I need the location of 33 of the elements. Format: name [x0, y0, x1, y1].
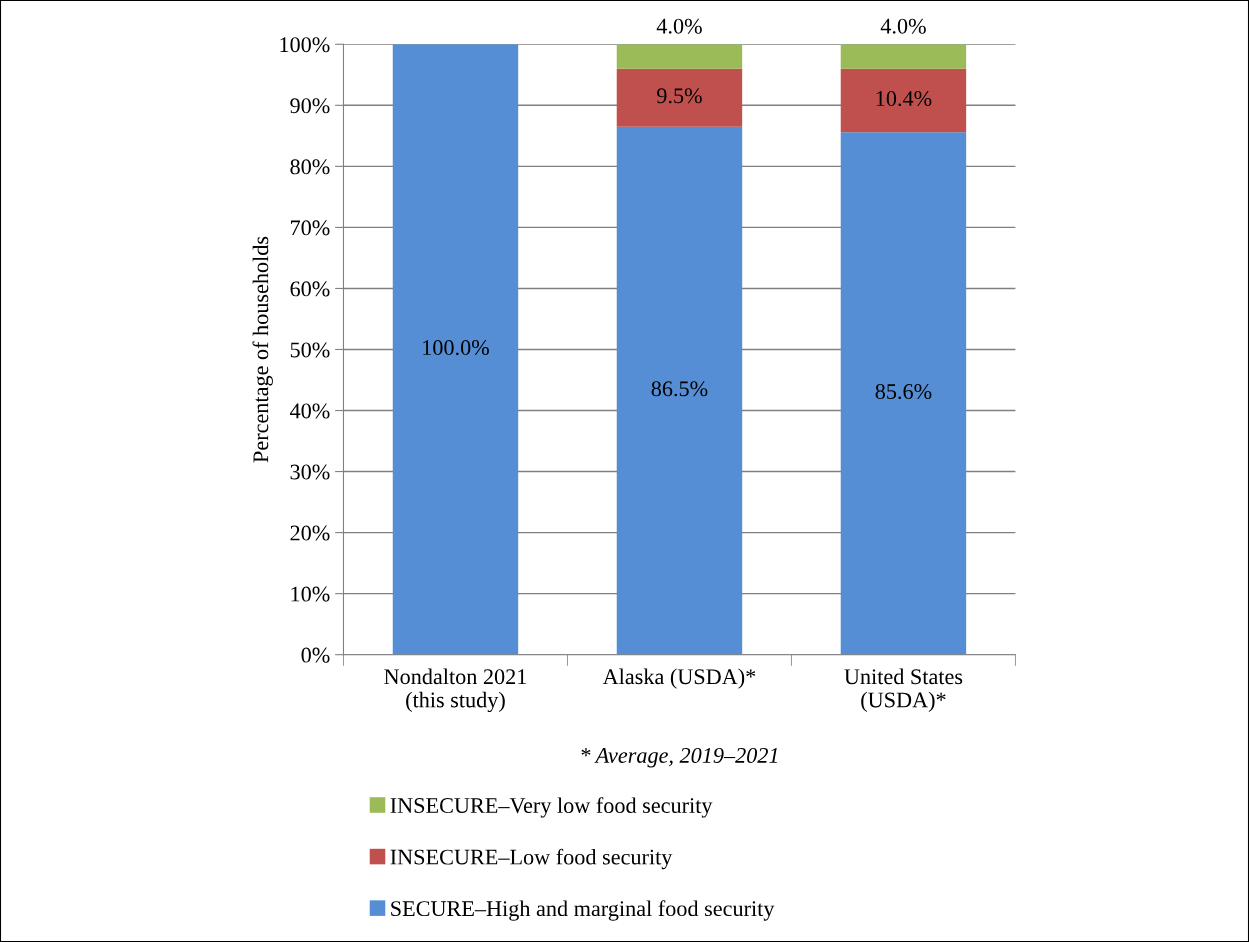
legend-label: SECURE–High and marginal food security	[391, 900, 775, 921]
bar	[616, 126, 743, 655]
y-tick-label: 10%	[291, 586, 330, 602]
bar	[840, 132, 967, 655]
y-tick-label: 80%	[290, 159, 330, 175]
data-label: 100.0%	[423, 340, 489, 356]
text: * Average, 2019–2021	[581, 747, 778, 768]
bar	[840, 68, 967, 133]
y-tick-label: 40%	[289, 403, 330, 419]
x-tick-label: Nondalton 2021 (this study)	[384, 668, 527, 713]
x-tick-label: Alaska (USDA)*	[602, 668, 756, 689]
y-tick-label: 70%	[291, 220, 330, 236]
y-tick-label: 60%	[290, 281, 330, 297]
y-tick-label: 100%	[280, 37, 330, 53]
y-tick-label: 0%	[301, 647, 330, 663]
data-label: 85.6%	[875, 384, 932, 400]
bar	[392, 44, 519, 655]
data-label: 9.5%	[657, 88, 702, 104]
data-label: 10.4%	[876, 91, 932, 107]
y-tick-label: 30%	[290, 464, 330, 480]
bar	[840, 44, 967, 69]
x-tick-label: United States (USDA)*	[844, 668, 963, 712]
data-label: 4.0%	[880, 18, 926, 34]
data-label: 4.0%	[656, 18, 702, 34]
y-tick-label: 50%	[290, 342, 330, 358]
legend-label: INSECURE–Low food security	[390, 848, 673, 870]
data-label: 86.5%	[651, 381, 708, 397]
bar	[616, 44, 743, 69]
legend-label: INSECURE–Very low food security	[390, 797, 713, 818]
y-tick-label: 20%	[290, 525, 330, 541]
y-tick-label: 90%	[290, 98, 330, 114]
bar	[616, 68, 743, 127]
y-axis-title: Percentage of households	[252, 236, 273, 463]
